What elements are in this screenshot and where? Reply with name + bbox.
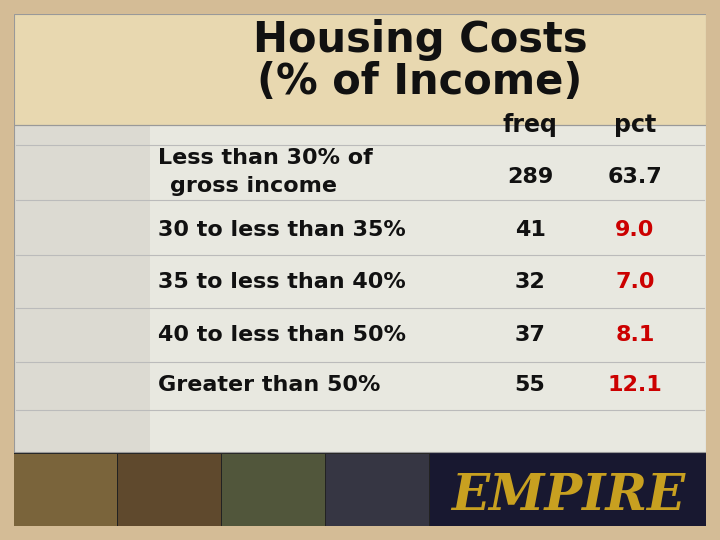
Text: Greater than 50%: Greater than 50% [158, 375, 380, 395]
Text: 12.1: 12.1 [608, 375, 662, 395]
Text: 30 to less than 35%: 30 to less than 35% [158, 220, 406, 240]
Bar [222, 454, 325, 538]
Text: 41: 41 [515, 220, 546, 240]
Text: pct: pct [614, 113, 656, 137]
Bar [706, 0, 720, 540]
Bar [0, 0, 720, 14]
Bar [326, 454, 429, 538]
Text: 9.0: 9.0 [616, 220, 654, 240]
Bar [14, 454, 117, 538]
Text: gross income: gross income [170, 176, 337, 196]
Text: Housing Costs: Housing Costs [253, 19, 588, 61]
Text: 40 to less than 50%: 40 to less than 50% [158, 325, 406, 345]
Text: Less than 30% of: Less than 30% of [158, 148, 373, 168]
Bar [14, 452, 430, 540]
Bar [14, 14, 706, 125]
Text: freq: freq [503, 113, 557, 137]
Bar [14, 125, 706, 452]
Bar [14, 14, 706, 125]
Bar [14, 125, 706, 452]
Bar [14, 125, 150, 452]
Text: EMPIRE: EMPIRE [451, 471, 685, 521]
Text: 289: 289 [507, 167, 553, 187]
Text: 8.1: 8.1 [616, 325, 654, 345]
Text: 32: 32 [515, 272, 545, 292]
Text: 35 to less than 40%: 35 to less than 40% [158, 272, 406, 292]
Text: 7.0: 7.0 [616, 272, 654, 292]
Bar [0, 526, 720, 540]
Text: (% of Income): (% of Income) [257, 61, 582, 103]
Text: 63.7: 63.7 [608, 167, 662, 187]
Bar [430, 452, 706, 540]
Text: 55: 55 [515, 375, 545, 395]
Text: 37: 37 [515, 325, 546, 345]
Bar [118, 454, 221, 538]
Bar [0, 0, 14, 540]
